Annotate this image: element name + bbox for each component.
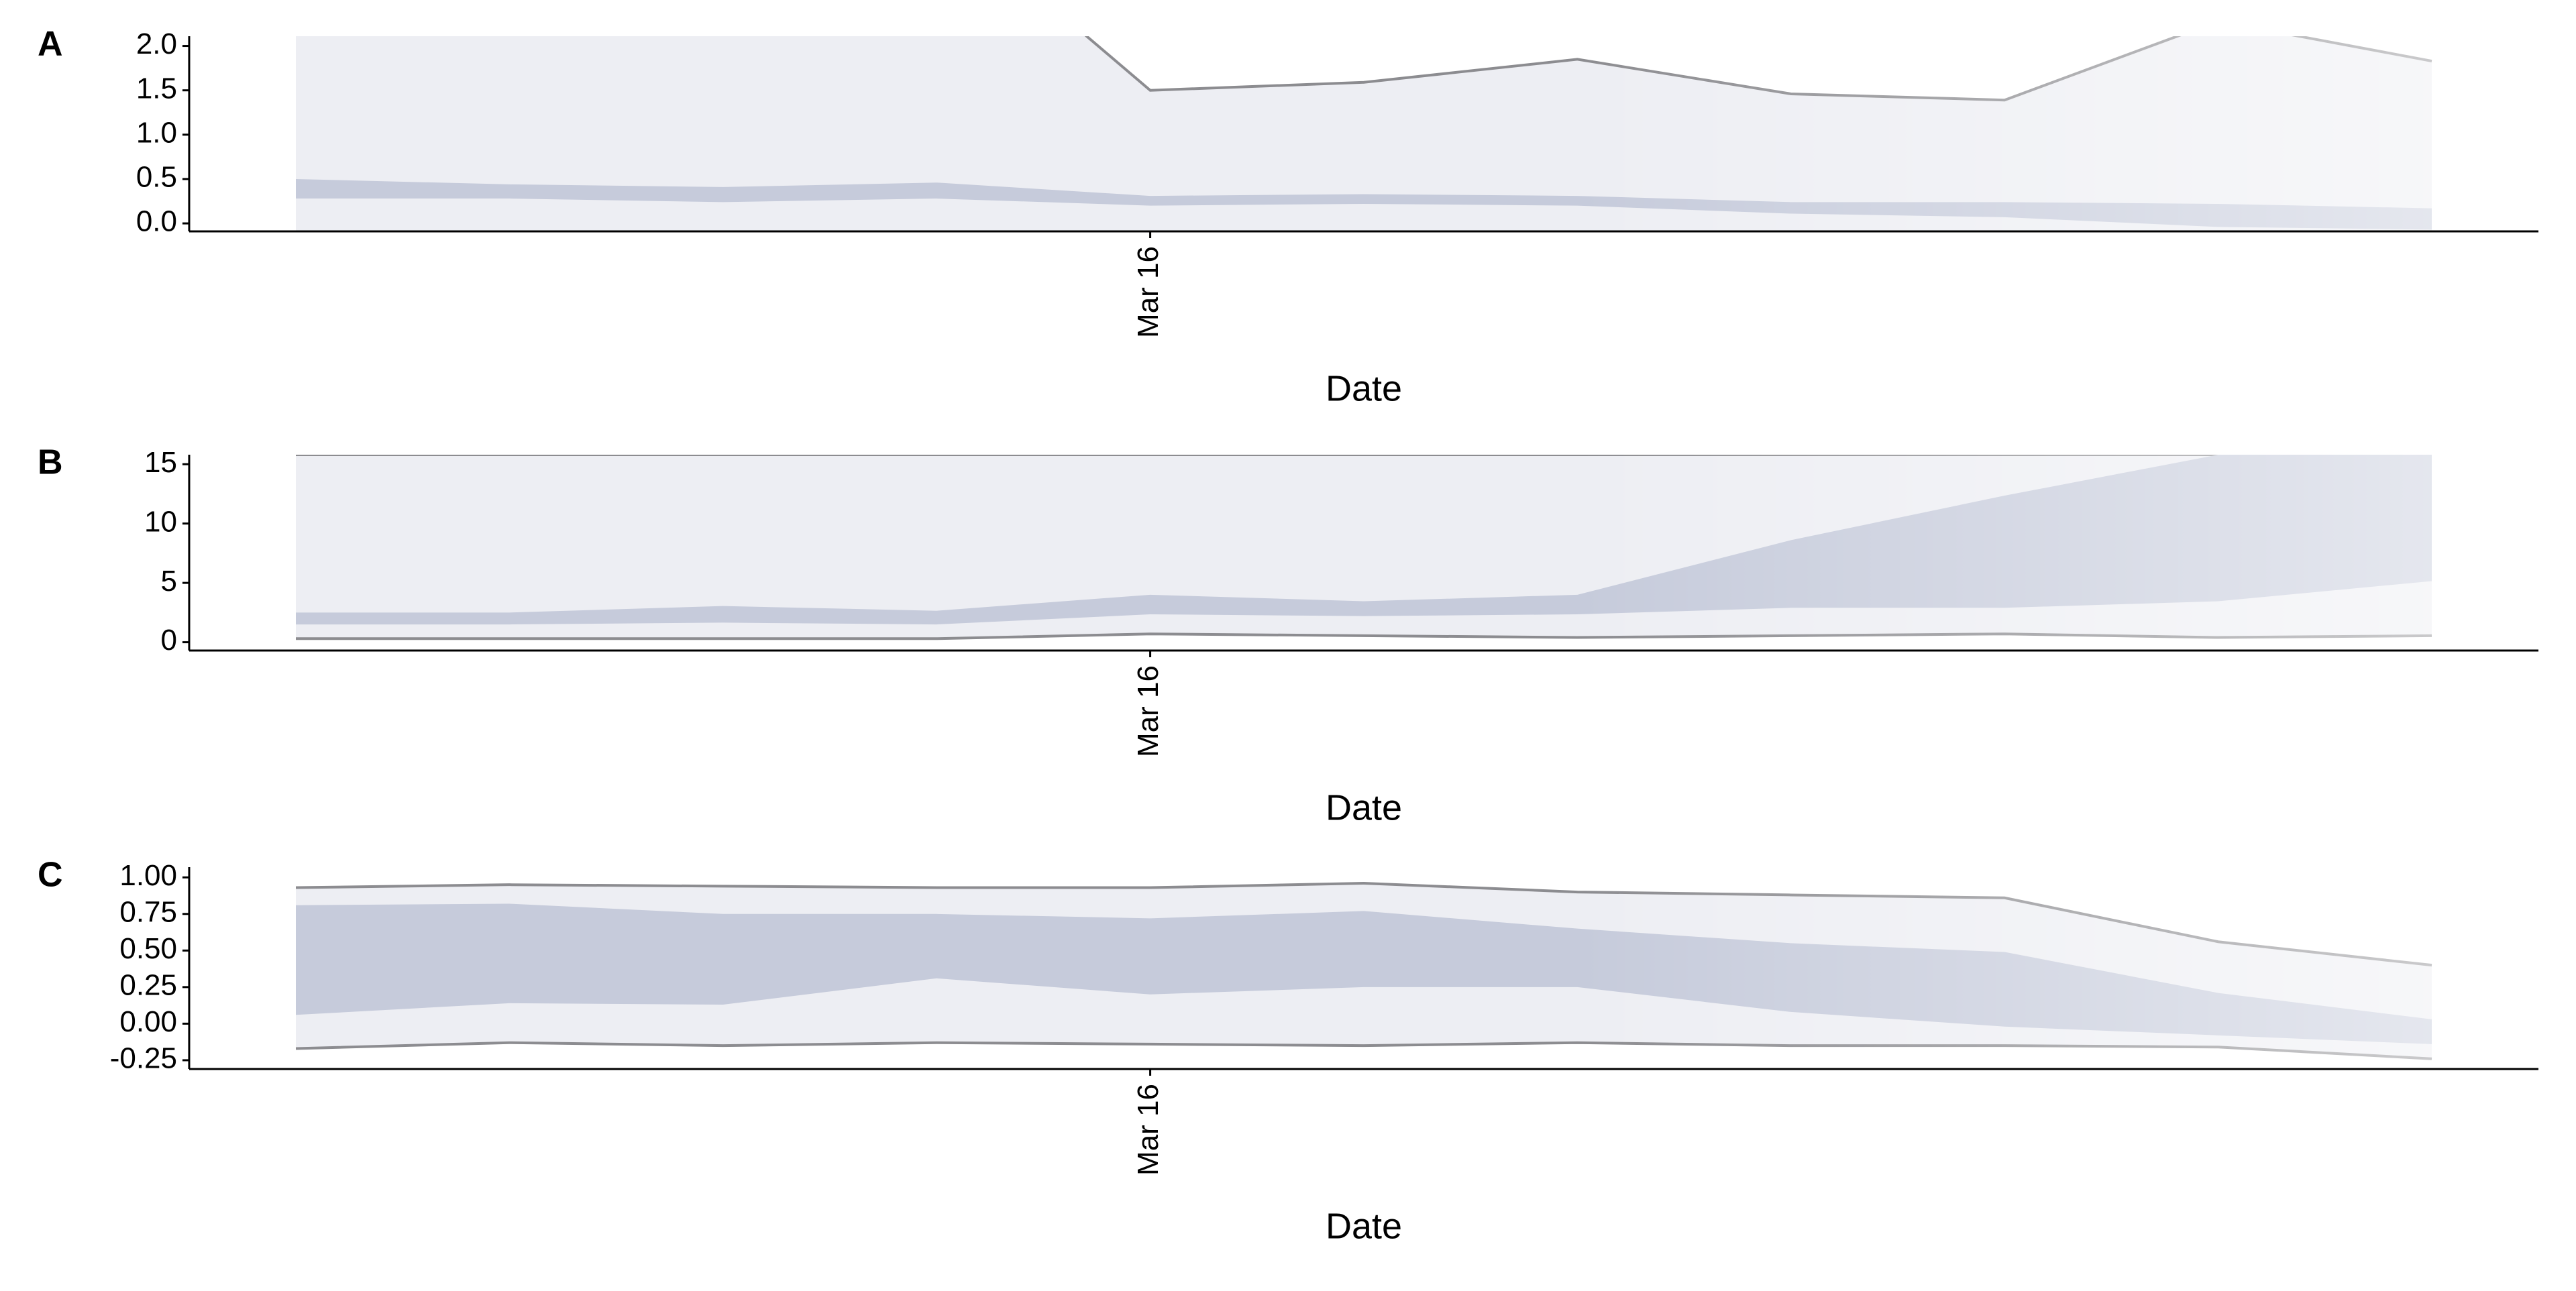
y-tick-label: -0.25 <box>110 1042 177 1075</box>
ribbon-edge-line <box>296 632 2432 640</box>
y-tick-label: 0.25 <box>119 968 177 1001</box>
y-tick-label: 1.5 <box>136 72 177 105</box>
x-tick-label: Mar 16 <box>1132 246 1165 338</box>
ribbon-band <box>296 36 2432 231</box>
y-tick-label: 15 <box>144 446 177 479</box>
y-tick-label: 5 <box>161 565 177 598</box>
ribbon-band <box>296 178 2432 230</box>
y-tick-label: 1.0 <box>136 116 177 149</box>
x-tick-label: Mar 16 <box>1132 1084 1165 1176</box>
x-axis-label: Date <box>1326 1206 1402 1246</box>
y-tick-label: 0.00 <box>119 1005 177 1038</box>
y-tick-label: 0.50 <box>119 932 177 965</box>
ribbon-edge-line <box>295 1041 2432 1060</box>
panel: -0.25 0.00 0.250.50 0.751.00 Mar 16 Date C <box>38 856 2538 1246</box>
y-tick-label: 2.0 <box>136 27 177 60</box>
y-tick-label: 10 <box>144 505 177 538</box>
y-tick-label: 0.75 <box>119 895 177 928</box>
x-axis-label: Date <box>1326 787 1402 828</box>
y-tick-label: 1.00 <box>119 859 177 892</box>
plot-area <box>296 455 2432 640</box>
plot-area <box>295 881 2432 1060</box>
x-tick-label: Mar 16 <box>1132 665 1165 757</box>
ribbon-band <box>296 455 2432 625</box>
panel-label: C <box>38 856 63 895</box>
y-tick-label: 0.0 <box>136 205 177 238</box>
panel: 0.0 0.5 1.0 1.5 2.0 Mar 16 Date A <box>38 25 2538 408</box>
y-tick-label: 0 <box>161 624 177 657</box>
ribbon-edge-line <box>295 881 2432 967</box>
plot-area <box>296 36 2432 231</box>
panel: 0 5 10 15 Mar 16 Date B <box>38 443 2538 828</box>
x-axis-label: Date <box>1326 368 1402 408</box>
ribbon-band <box>296 903 2432 1044</box>
ribbon-edge-line <box>1084 36 2432 102</box>
panel-label: B <box>38 443 63 482</box>
panel-label: A <box>38 25 63 64</box>
y-tick-label: 0.5 <box>136 161 177 194</box>
